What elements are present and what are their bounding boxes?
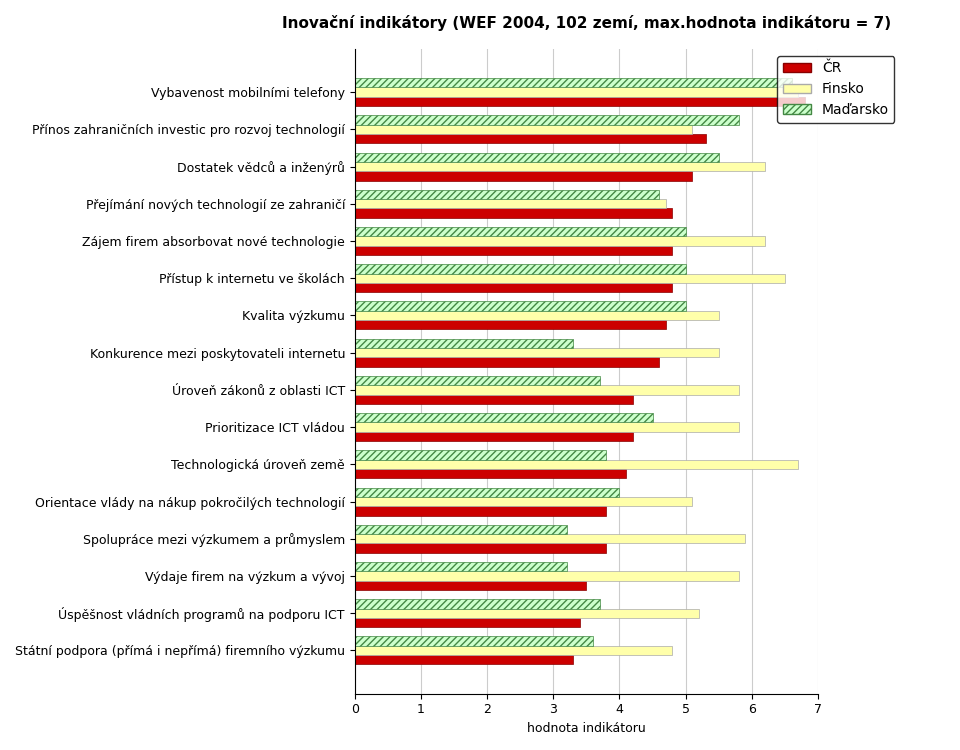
Bar bbox=[355, 310, 719, 320]
Bar bbox=[355, 302, 685, 310]
Bar bbox=[355, 246, 672, 255]
Bar bbox=[355, 562, 566, 572]
Bar bbox=[355, 171, 692, 181]
Bar bbox=[355, 209, 672, 218]
Bar bbox=[355, 116, 738, 124]
Bar bbox=[355, 348, 719, 357]
Bar bbox=[355, 264, 685, 274]
Bar bbox=[355, 580, 587, 590]
Bar bbox=[355, 162, 765, 171]
Bar bbox=[355, 506, 606, 515]
Bar bbox=[355, 432, 633, 441]
Bar bbox=[355, 386, 738, 394]
Bar bbox=[355, 320, 666, 329]
Bar bbox=[355, 97, 804, 106]
Legend: ČR, Finsko, Maďarsko: ČR, Finsko, Maďarsko bbox=[778, 56, 895, 123]
Bar bbox=[355, 618, 580, 627]
Bar bbox=[355, 497, 692, 506]
Bar bbox=[355, 376, 600, 386]
Bar bbox=[355, 534, 745, 544]
Bar bbox=[355, 78, 792, 88]
Bar bbox=[355, 274, 785, 283]
Bar bbox=[355, 599, 600, 608]
Bar bbox=[355, 646, 672, 655]
Bar bbox=[355, 199, 666, 208]
Bar bbox=[355, 469, 626, 478]
Bar bbox=[355, 236, 765, 246]
Bar bbox=[355, 525, 566, 534]
Bar bbox=[355, 655, 573, 664]
Bar bbox=[355, 572, 738, 580]
Bar bbox=[355, 152, 719, 162]
Bar bbox=[355, 422, 738, 432]
Bar bbox=[355, 227, 685, 236]
Title: Inovační indikátory (WEF 2004, 102 zemí, max.hodnota indikátoru = 7): Inovační indikátory (WEF 2004, 102 zemí,… bbox=[282, 15, 891, 31]
Bar bbox=[355, 637, 593, 646]
Bar bbox=[355, 488, 619, 497]
Bar bbox=[355, 413, 653, 422]
Bar bbox=[355, 451, 606, 460]
Bar bbox=[355, 339, 573, 348]
Bar bbox=[355, 190, 660, 199]
Bar bbox=[355, 134, 706, 143]
Bar bbox=[355, 544, 606, 553]
Bar bbox=[355, 124, 692, 134]
Bar bbox=[355, 394, 633, 404]
Bar bbox=[355, 88, 798, 97]
Bar bbox=[355, 608, 699, 618]
X-axis label: hodnota indikátoru: hodnota indikátoru bbox=[527, 722, 646, 735]
Bar bbox=[355, 357, 660, 367]
Bar bbox=[355, 283, 672, 292]
Bar bbox=[355, 460, 798, 469]
